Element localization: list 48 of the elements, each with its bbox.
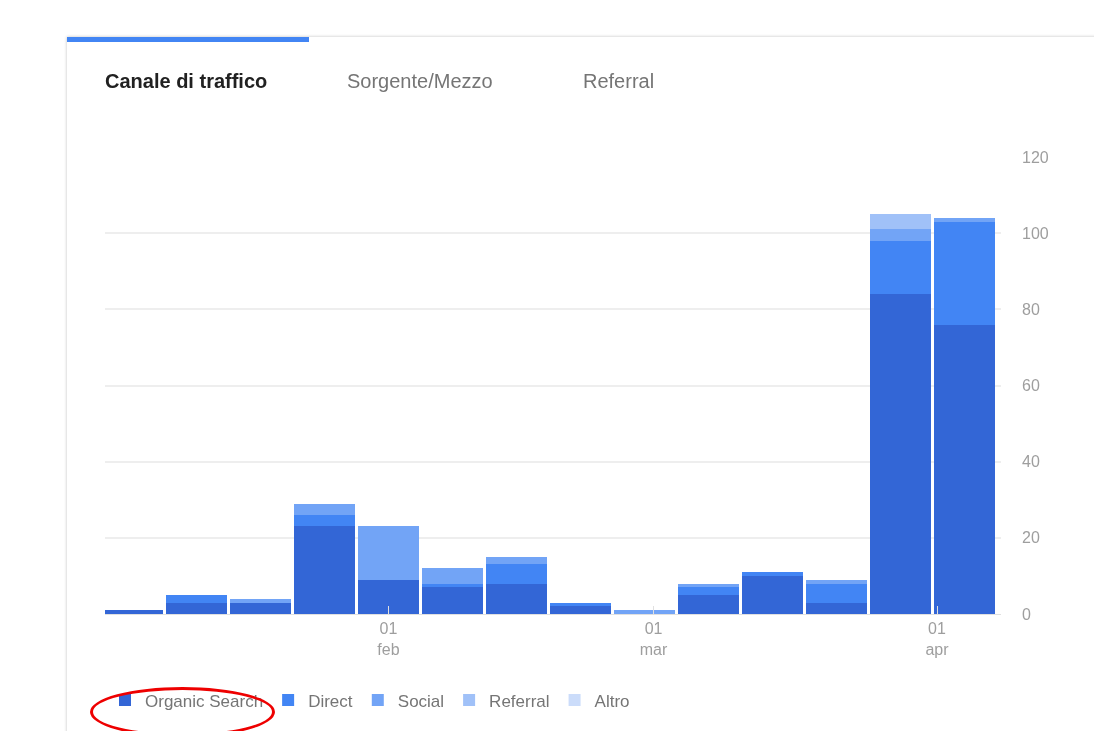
- y-tick-label: 120: [1022, 148, 1049, 166]
- bar: [806, 579, 867, 584]
- bar: [230, 602, 291, 614]
- bar: [870, 240, 931, 295]
- bar: [614, 610, 675, 614]
- text: Canale di traffico: [105, 70, 268, 93]
- bar: [742, 575, 803, 614]
- bar: [230, 598, 291, 603]
- legend-label: Altro: [594, 691, 630, 711]
- bar: [934, 217, 995, 222]
- bar: [742, 572, 803, 576]
- bar: [166, 594, 227, 603]
- text: Referral: [583, 70, 655, 93]
- y-tick-label: 80: [1022, 300, 1040, 318]
- bar: [422, 587, 483, 614]
- bar: [486, 556, 547, 565]
- y-tick-label: 100: [1022, 224, 1049, 242]
- bar: [422, 568, 483, 584]
- bar: [166, 602, 227, 614]
- bar: [294, 526, 355, 614]
- y-tick-label: 60: [1022, 377, 1040, 395]
- bar: [934, 221, 995, 325]
- bar: [358, 579, 419, 614]
- legend-label: Direct: [308, 691, 353, 711]
- legend-label: Referral: [489, 691, 550, 711]
- bar: [678, 587, 739, 595]
- legend-label: Organic Search: [145, 691, 264, 711]
- bar: [550, 606, 611, 614]
- y-tick-label: 20: [1022, 529, 1040, 547]
- x-tick-label: 01 mar: [639, 620, 669, 658]
- bar: [870, 214, 931, 230]
- bar: [486, 583, 547, 614]
- bar: [358, 526, 419, 580]
- bar: [294, 514, 355, 527]
- y-tick-label: 0: [1022, 605, 1031, 623]
- bar: [806, 602, 867, 614]
- bar: [870, 229, 931, 241]
- legend-label: Social: [397, 691, 445, 711]
- bar: [294, 503, 355, 515]
- bar: [934, 324, 995, 614]
- text: Sorgente/Mezzo: [347, 70, 493, 93]
- bar: [870, 294, 931, 614]
- y-tick-label: 40: [1022, 453, 1040, 471]
- x-tick-label: 01 feb: [377, 620, 400, 658]
- bar: [678, 594, 739, 614]
- bar: [486, 564, 547, 584]
- bar: [806, 583, 867, 603]
- x-tick-label: 01 apr: [925, 620, 950, 658]
